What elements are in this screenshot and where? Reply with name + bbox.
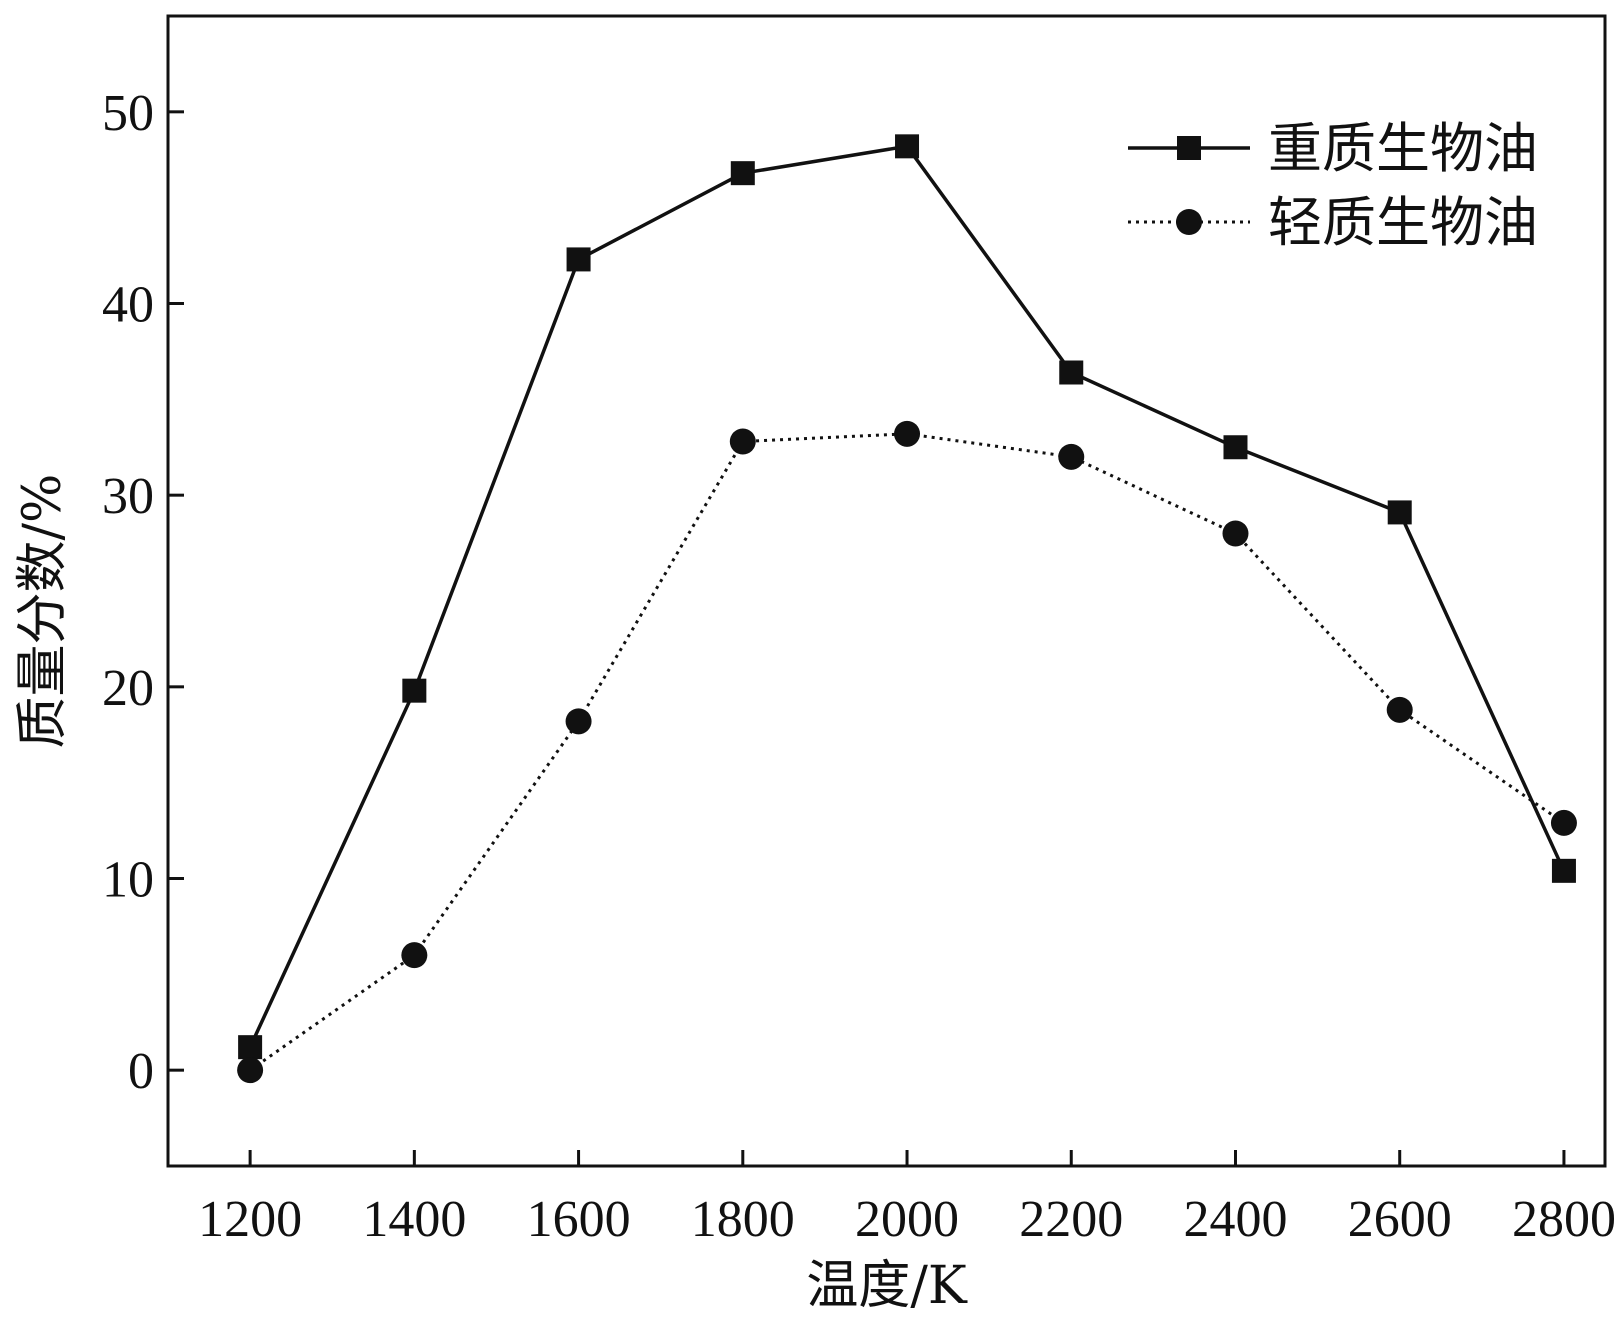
legend-label: 轻质生物油 — [1268, 191, 1538, 254]
data-point — [402, 678, 427, 703]
y-tick-label: 10 — [102, 852, 154, 909]
y-tick-label: 30 — [102, 468, 154, 525]
x-tick-label: 1400 — [362, 1191, 466, 1248]
data-point — [565, 708, 592, 735]
data-point — [730, 161, 755, 186]
x-tick-label: 2600 — [1348, 1191, 1452, 1248]
x-axis: 1200 1400 1600 1800 2000 2200 2400 2600 2800 — [198, 1150, 1616, 1248]
data-point — [566, 247, 591, 272]
legend-label: 重质生物油 — [1268, 117, 1538, 180]
x-tick-label: 2800 — [1512, 1191, 1616, 1248]
data-point — [1223, 435, 1248, 460]
x-tick-label: 1200 — [198, 1191, 302, 1248]
x-axis-title: 温度/K — [806, 1256, 968, 1316]
series-line — [249, 432, 1565, 1072]
y-axis: 0 10 20 30 40 50 — [102, 85, 184, 1100]
legend-marker — [1176, 209, 1202, 235]
legend-item: 轻质生物油 — [1128, 191, 1538, 254]
series-0 — [238, 134, 1576, 1060]
plot-border — [166, 14, 1607, 1168]
data-point — [1386, 696, 1413, 723]
x-tick-label: 2400 — [1183, 1191, 1287, 1248]
legend-marker — [1177, 136, 1201, 160]
y-tick-label: 40 — [102, 277, 154, 334]
legend-item: 重质生物油 — [1128, 117, 1538, 180]
series-1 — [237, 420, 1577, 1084]
data-point — [401, 942, 428, 969]
y-tick-label: 50 — [102, 85, 154, 142]
x-tick-label: 1800 — [691, 1191, 795, 1248]
x-tick-label: 2200 — [1019, 1191, 1123, 1248]
data-point — [1387, 500, 1412, 525]
y-tick-label: 20 — [102, 660, 154, 717]
x-tick-label: 1600 — [527, 1191, 631, 1248]
data-point — [1222, 520, 1249, 547]
data-point — [237, 1057, 264, 1084]
data-point — [1551, 858, 1576, 883]
data-point — [1058, 443, 1085, 470]
data-point — [895, 134, 920, 159]
data-point — [729, 428, 756, 455]
data-point — [894, 420, 921, 447]
series-layer — [237, 134, 1577, 1084]
plot-frame — [166, 14, 1607, 1168]
series-line — [248, 144, 1566, 1048]
data-point — [1059, 360, 1084, 385]
data-point — [238, 1035, 263, 1060]
y-tick-label: 0 — [128, 1043, 154, 1100]
x-tick-label: 2000 — [855, 1191, 959, 1248]
y-axis-title: 质量分数/% — [13, 474, 73, 749]
data-point — [1550, 809, 1577, 836]
